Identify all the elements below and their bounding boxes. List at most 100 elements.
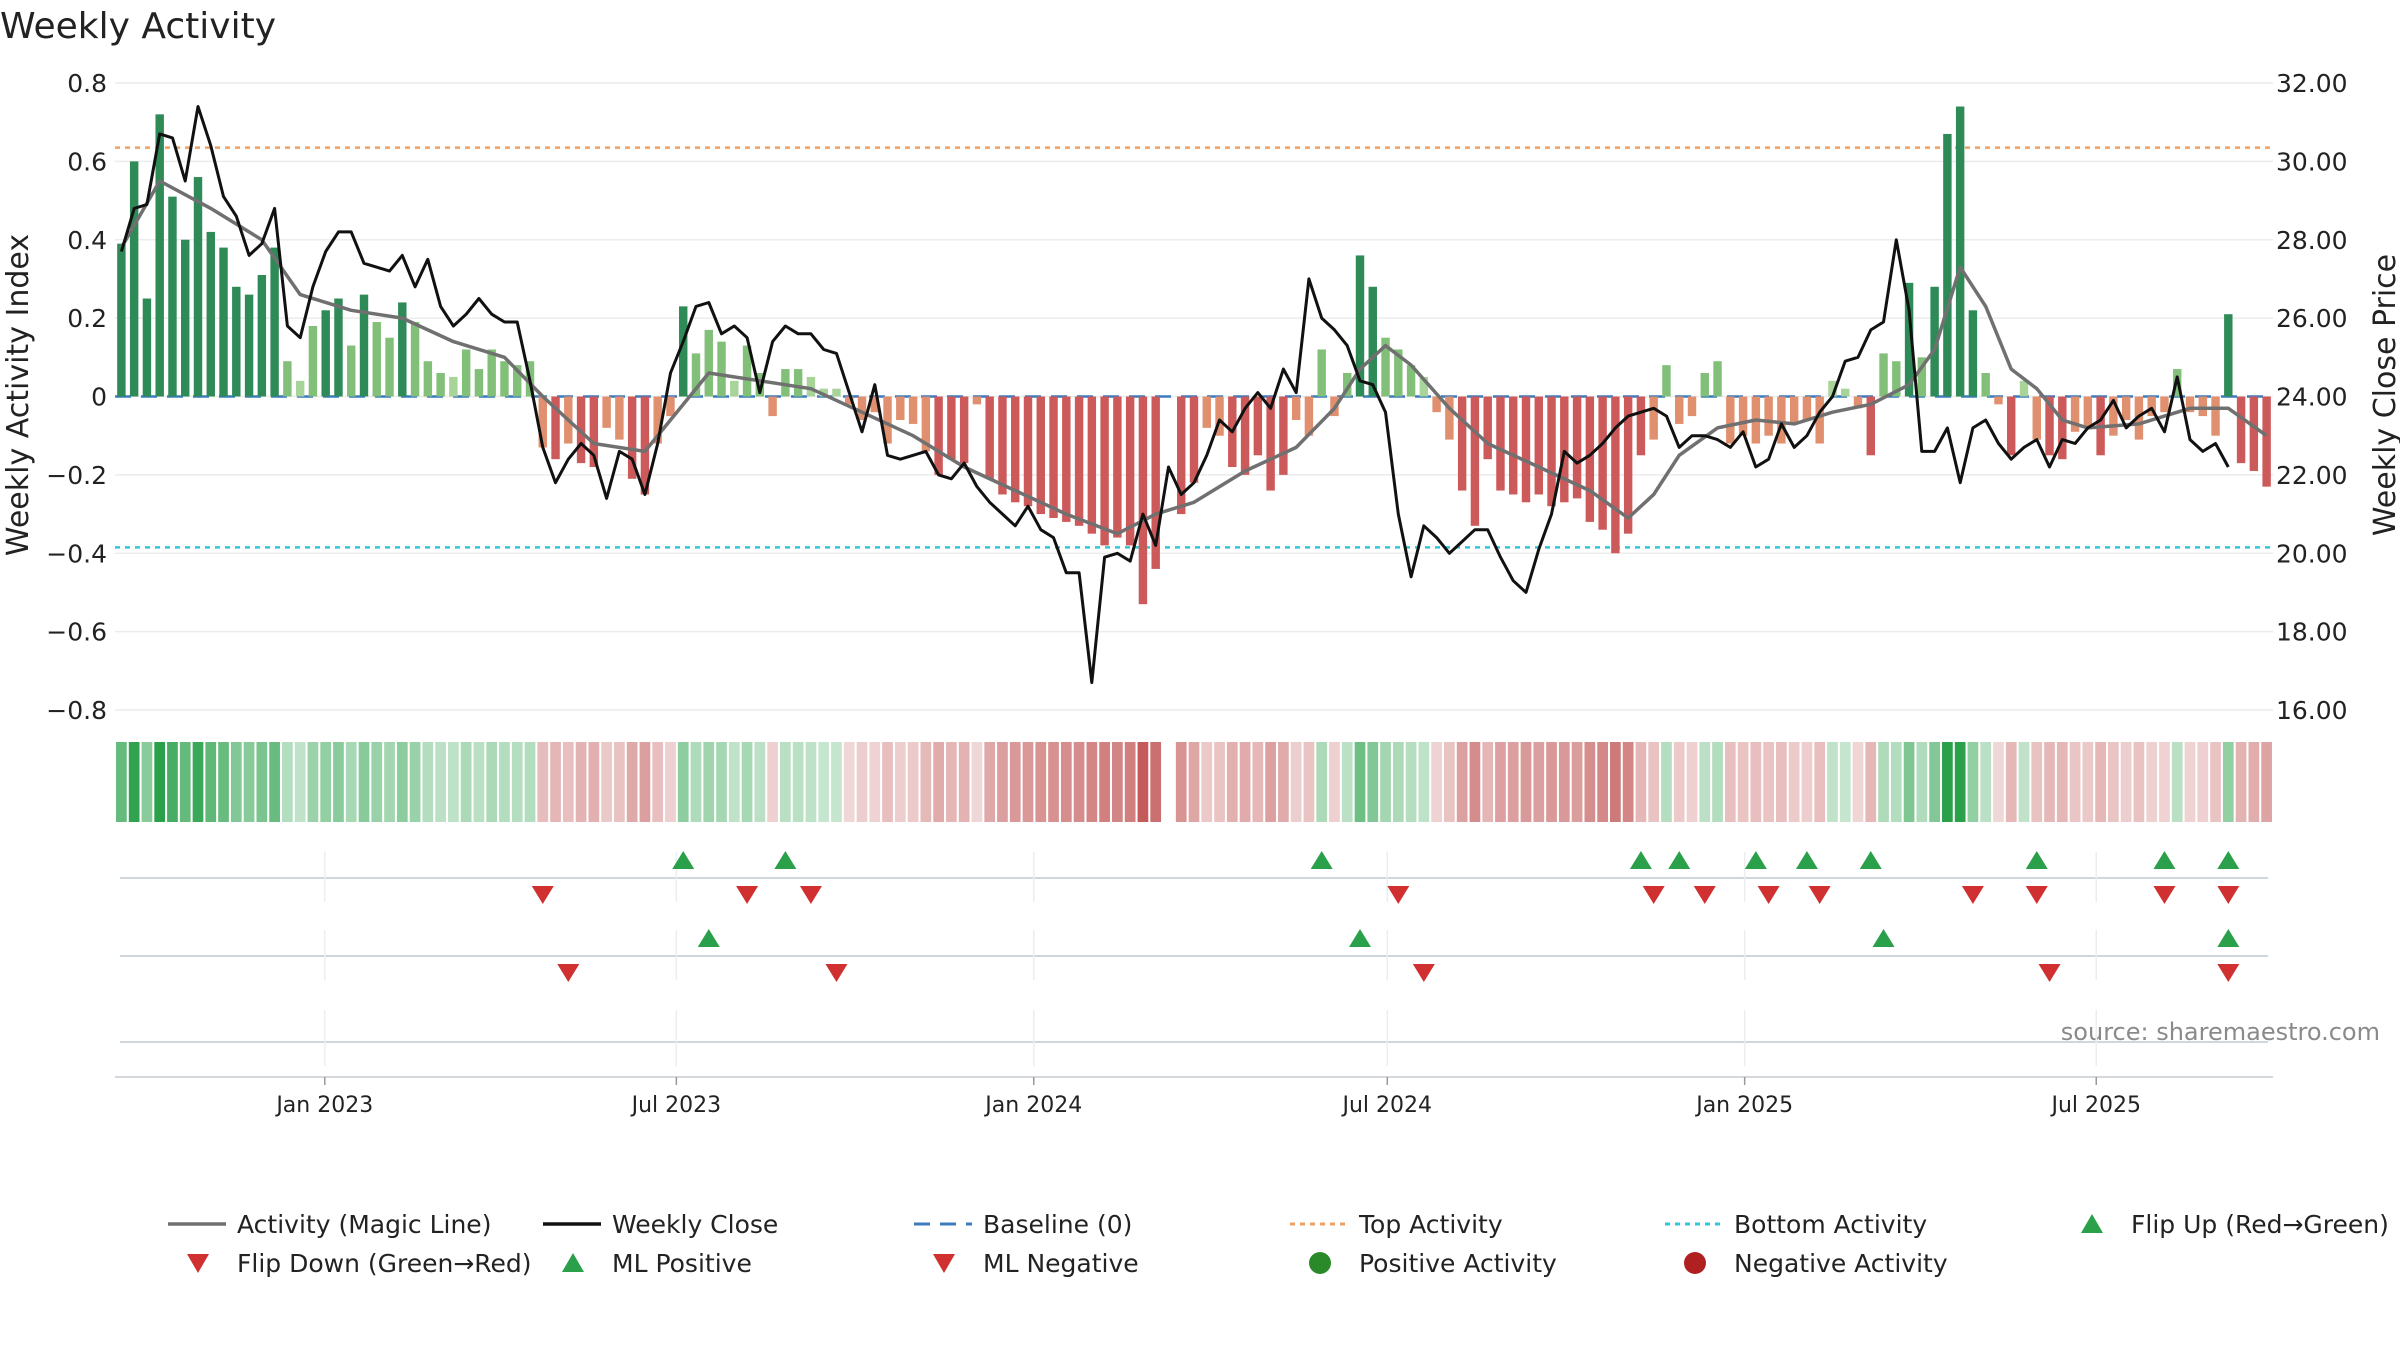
heat-cell [1112,742,1123,822]
activity-bar [1215,396,1224,436]
legend-item: Baseline (0) [914,1210,1132,1239]
activity-bar [1087,396,1097,534]
activity-bar [819,388,828,397]
heat-cell [1661,742,1672,822]
heat-cell [1495,742,1506,822]
heat-cell [2082,742,2094,822]
activity-bar [972,396,982,405]
heat-cell [856,742,868,822]
legend-swatch [2081,1214,2103,1233]
heat-cell [2133,742,2145,822]
activity-bar [1726,396,1735,444]
heat-cell [971,742,983,822]
activity-bar [1585,396,1595,522]
heat-cell [1214,742,1225,822]
activity-bar [1317,349,1326,397]
heat-cell [1533,742,1545,822]
heat-cell [1903,742,1915,822]
heat-cell [1073,742,1085,822]
legend-item: Flip Up (Red→Green) [2081,1210,2389,1239]
activity-bar [1266,396,1275,491]
activity-bar [359,294,369,397]
activity-bar [1649,396,1658,440]
heat-cell [626,742,638,822]
heat-cell [1967,742,1979,822]
activity-bar [2070,396,2080,432]
heat-cell [843,742,855,822]
heat-cell [716,742,727,822]
activity-bar [1789,396,1799,424]
activity-bar [704,329,713,397]
heat-cell [384,742,395,822]
heat-cell [2120,742,2132,822]
activity-bar [2185,396,2195,413]
activity-bar [538,396,547,448]
activity-bar [1036,396,1045,515]
activity-bar [1930,286,1939,397]
activity-bar [129,161,139,397]
flip-up-marker [2153,851,2176,869]
heat-cell [1367,742,1379,822]
activity-bar [755,372,765,397]
heat-cell [396,742,408,822]
heat-cell [1571,742,1583,822]
activity-bar [1521,396,1531,503]
activity-bar [142,298,152,397]
heat-cell [677,742,689,822]
flip-up-marker [774,851,797,869]
legend-label: Activity (Magic Line) [237,1210,491,1239]
activity-bar [232,286,241,397]
activity-bar [347,345,356,397]
activity-bar [717,341,726,397]
heat-cell [1137,742,1149,822]
heat-cell [1839,742,1851,822]
flip-down-marker [531,886,554,904]
flip-down-marker [1961,886,1984,904]
legend-label: ML Positive [612,1249,752,1278]
heat-cell [920,742,932,822]
heat-cell [243,742,255,822]
y-right-tick-label: 26.00 [2276,304,2348,333]
heat-cell [958,742,970,822]
heat-cell [1341,742,1353,822]
activity-bar [1509,396,1518,495]
activity-bar [1572,396,1582,499]
activity-bar [168,196,177,397]
activity-bar [2019,380,2029,397]
activity-bar [1202,396,1211,428]
heat-cell [1763,742,1774,822]
activity-bar [206,231,215,397]
heat-cell [831,742,842,822]
activity-bar [1496,396,1505,491]
heat-cell [345,742,357,822]
heat-cell [1444,742,1455,822]
activity-bar [461,349,471,397]
x-tick-label: Jul 2024 [1341,1093,1433,1118]
activity-heat-strip [116,742,2272,822]
activity-bar [2198,396,2207,417]
activity-bar [423,361,433,397]
activity-bar [193,177,203,397]
activity-bar [334,298,343,397]
activity-bar [1291,396,1301,421]
heat-cell [2095,742,2106,822]
activity-bar [1611,396,1620,554]
heat-cell [1405,742,1417,822]
activity-bar [1457,396,1467,491]
flip-up-marker [1795,851,1818,869]
heat-cell [805,742,817,822]
activity-bar [1304,396,1314,436]
heat-cell [562,742,574,822]
heat-cell [2069,742,2081,822]
activity-bar [2160,396,2169,413]
signal-panels [115,851,2273,1078]
heat-cell [269,742,280,822]
y-left-tick-label: 0.8 [67,69,107,98]
activity-bar [2058,396,2067,460]
activity-bar [1062,396,1071,522]
activity-bar [857,396,867,421]
activity-bar [1917,357,1927,397]
activity-bar [2007,396,2016,456]
legend-label: Flip Up (Red→Green) [2131,1210,2389,1239]
